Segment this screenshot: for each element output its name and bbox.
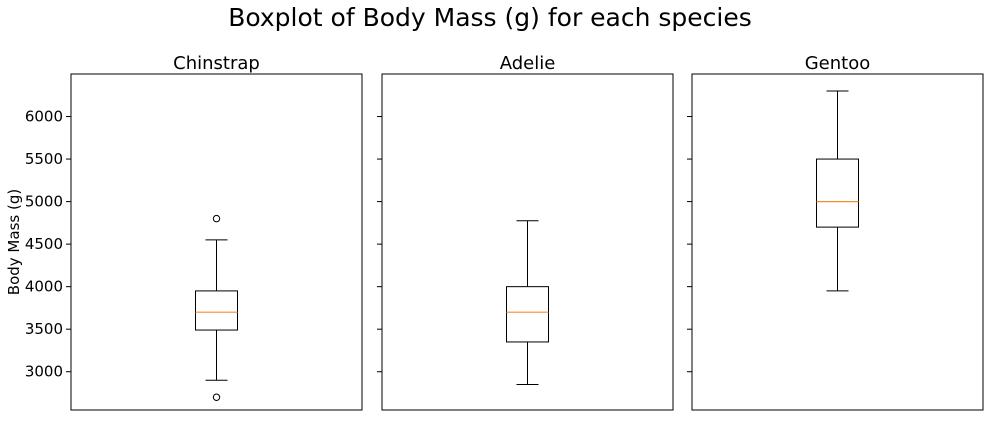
y-tick-label-5000: 5000 (25, 193, 63, 211)
y-tick-label-6000: 6000 (25, 108, 63, 126)
panel-title-adelie: Adelie (500, 53, 556, 74)
y-tick-label-4500: 4500 (25, 235, 63, 253)
box-gentoo (816, 158, 859, 228)
y-tick-label-3500: 3500 (25, 320, 63, 338)
y-tick-label-5500: 5500 (25, 150, 63, 168)
flier-chinstrap-1 (212, 393, 221, 401)
chart-title: Boxplot of Body Mass (g) for each specie… (228, 3, 752, 32)
box-chinstrap (195, 290, 238, 331)
axes-frame-adelie (381, 73, 674, 411)
y-axis-label: Body Mass (g) (5, 189, 23, 295)
axes-frame-gentoo (691, 73, 984, 411)
panels-group: Chinstrap 3000 3500 4000 4500 5000 5500 6000 Ade… (25, 53, 984, 411)
panel-title-chinstrap: Chinstrap (173, 53, 260, 74)
flier-chinstrap-0 (212, 214, 221, 223)
y-tick-label-4000: 4000 (25, 278, 63, 296)
panel-title-gentoo: Gentoo (805, 53, 871, 74)
axes-frame-chinstrap (70, 73, 363, 411)
box-adelie (506, 286, 549, 343)
y-tick-label-3000: 3000 (25, 363, 63, 381)
